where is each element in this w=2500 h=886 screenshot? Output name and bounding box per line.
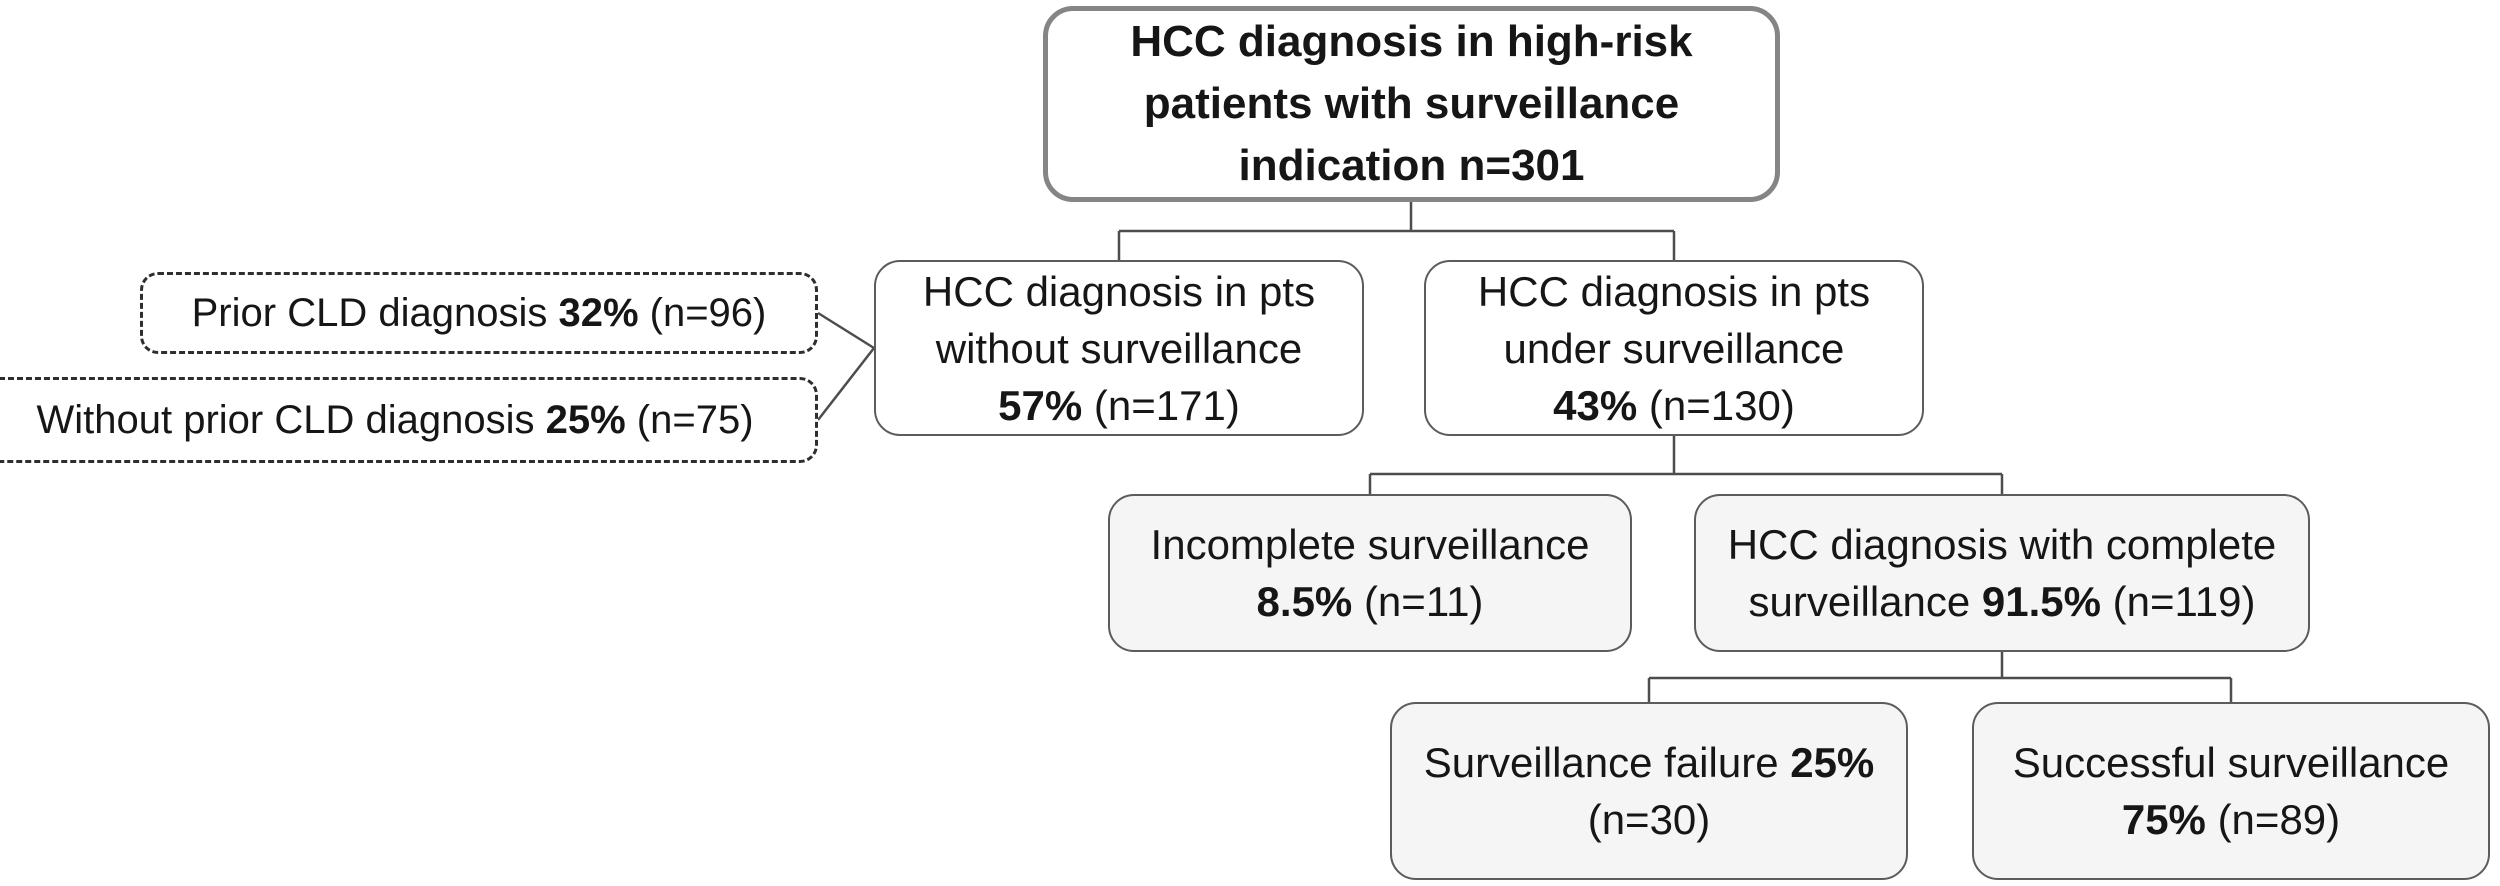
connector-root-to-level2 [1117,202,1676,260]
node-label: Without prior CLD diagnosis 25% (n=75) [36,398,754,442]
node-without-prior-cld-diagnosis: Without prior CLD diagnosis 25% (n=75) [0,377,818,463]
link-no-prior-cld-to-no-surveillance [817,347,875,421]
connector-complete-to-level4 [1647,652,2233,702]
node-complete-surveillance: HCC diagnosis with complete surveillance … [1694,494,2310,652]
node-label: Successful surveillance 75% (n=89) [2012,739,2450,843]
node-label: HCC diagnosis with complete surveillance … [1727,521,2277,625]
node-root-hcc-diagnosis: HCC diagnosis in high-risk patients with … [1043,6,1780,202]
node-label: Prior CLD diagnosis 32% (n=96) [191,291,767,335]
connector-under-surveillance-to-level3 [1368,436,2004,494]
node-label: HCC diagnosis in pts without surveillance… [922,267,1316,429]
node-surveillance-failure: Surveillance failure 25% (n=30) [1390,702,1908,880]
node-without-surveillance: HCC diagnosis in pts without surveillance… [874,260,1364,436]
node-label: HCC diagnosis in pts under surveillance 43… [1477,267,1871,429]
node-prior-cld-diagnosis: Prior CLD diagnosis 32% (n=96) [140,272,818,354]
node-under-surveillance: HCC diagnosis in pts under surveillance 43… [1424,260,1924,436]
node-label: Surveillance failure 25% (n=30) [1423,739,1875,843]
node-label: Incomplete surveillance 8.5% (n=11) [1150,521,1590,625]
node-label: HCC diagnosis in high-risk patients with … [1130,17,1693,190]
link-prior-cld-to-no-surveillance [817,311,875,350]
node-incomplete-surveillance: Incomplete surveillance 8.5% (n=11) [1108,494,1632,652]
node-successful-surveillance: Successful surveillance 75% (n=89) [1972,702,2490,880]
